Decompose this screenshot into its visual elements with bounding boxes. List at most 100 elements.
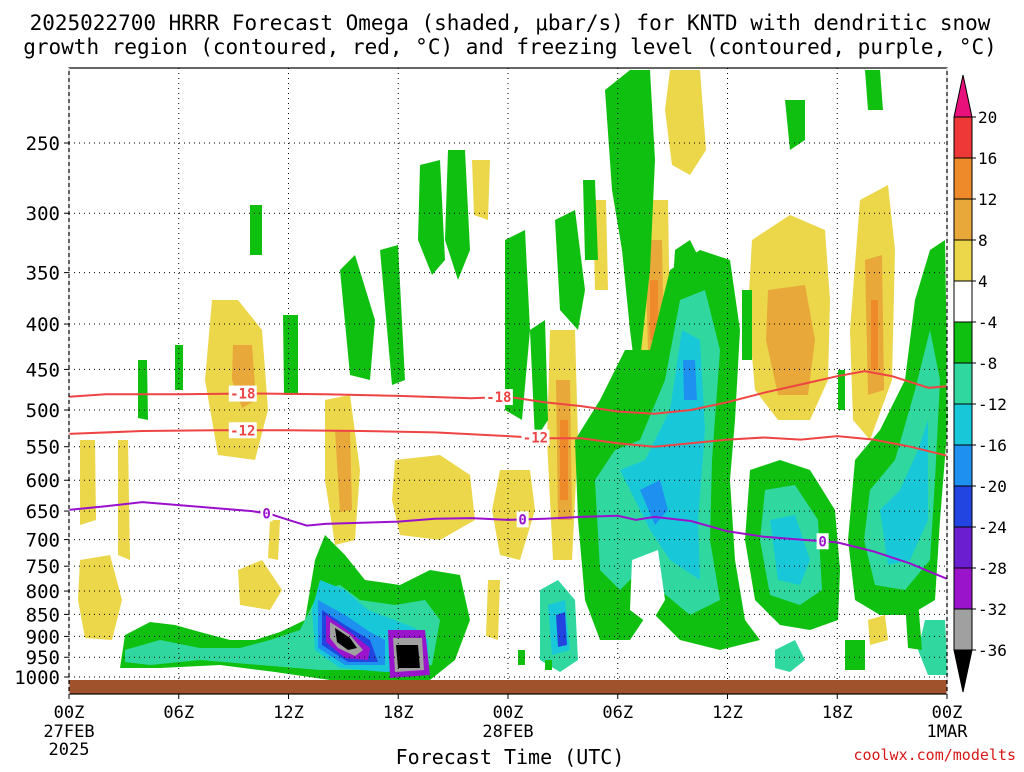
- x-tick-label: 12Z: [273, 703, 304, 723]
- omega-down-region: [880, 420, 928, 565]
- contour-label-bg: [228, 422, 257, 439]
- omega-shading: [78, 70, 948, 680]
- omega-down-region: [175, 345, 183, 390]
- omega-down-region: [683, 360, 697, 400]
- colorbar-label: -24: [978, 518, 1007, 537]
- colorbar: 20 16 12 8 4 -4 -8 -12 -16 -20 -24 -28 -32 -36: [953, 74, 1007, 693]
- y-tick-label: 350: [26, 263, 60, 285]
- contour-label-bg: [260, 505, 273, 522]
- contour-layer: -18 -18 -12 -12 0 0 0: [68, 370, 948, 580]
- colorbar-label: -12: [978, 395, 1007, 414]
- colorbar-label: 12: [978, 190, 997, 209]
- y-tick-label: 300: [26, 203, 60, 225]
- omega-down-region: [620, 330, 705, 580]
- contour-line: [68, 429, 948, 457]
- omega-up-region: [871, 300, 878, 370]
- x-tick-sublabel: 27FEB: [43, 722, 94, 742]
- colorbar-label: 8: [978, 231, 988, 250]
- colorbar-label: 16: [978, 149, 997, 168]
- omega-down-region: [918, 620, 948, 675]
- omega-up-region: [650, 280, 658, 340]
- y-tick-label: 500: [26, 400, 60, 422]
- omega-up-region: [868, 615, 888, 645]
- colorbar-bin: [953, 567, 973, 610]
- omega-up-region: [78, 555, 122, 640]
- colorbar-label: -32: [978, 600, 1007, 619]
- omega-up-region: [593, 200, 608, 290]
- colorbar-label: -16: [978, 436, 1007, 455]
- colorbar-label: -20: [978, 477, 1007, 496]
- contour-label: -12: [523, 431, 548, 447]
- colorbar-label: -4: [978, 313, 997, 332]
- omega-down-region: [380, 245, 405, 385]
- colorbar-label: -8: [978, 354, 997, 373]
- omega-down-region: [905, 600, 922, 650]
- y-tick-label: 550: [26, 437, 60, 459]
- omega-down-region: [283, 315, 298, 395]
- contour-label: 0: [818, 534, 826, 550]
- contour-label-bg: [484, 389, 513, 406]
- omega-down-region: [742, 290, 752, 360]
- omega-up-region: [486, 580, 500, 640]
- colorbar-label: 4: [978, 272, 988, 291]
- y-tick-label: 400: [26, 314, 60, 336]
- colorbar-bin: [953, 157, 973, 200]
- x-tick-sublabel: 2025: [49, 740, 90, 760]
- colorbar-bin: [953, 239, 973, 282]
- contour-label: 0: [518, 512, 526, 528]
- omega-down-region: [418, 160, 445, 275]
- omega-down-region: [138, 360, 148, 420]
- colorbar-label: 20: [978, 108, 997, 127]
- omega-down-region: [775, 640, 805, 672]
- omega-down-region: [445, 150, 470, 280]
- omega-up-region: [392, 455, 475, 540]
- omega-down-region: [845, 640, 865, 670]
- omega-down-region: [838, 370, 845, 410]
- omega-down-region: [505, 230, 530, 420]
- x-tick-label: 00Z: [932, 703, 963, 723]
- x-tick-label: 12Z: [712, 703, 743, 723]
- x-tick-label: 18Z: [383, 703, 414, 723]
- omega-up-region: [80, 440, 96, 525]
- y-tick-label: 450: [26, 359, 60, 381]
- omega-down-region: [770, 515, 810, 585]
- omega-down-region: [630, 550, 665, 625]
- contour-label: -18: [230, 387, 255, 403]
- credit-text: coolwx.com/modelts: [853, 746, 1016, 764]
- contour--18: -18 -18: [68, 370, 948, 415]
- x-tick-label: 00Z: [493, 703, 524, 723]
- colorbar-bin: [953, 608, 973, 651]
- omega-down-region: [545, 660, 552, 670]
- colorbar-label: -28: [978, 559, 1007, 578]
- omega-down-region: [335, 628, 357, 650]
- y-tick-label: 750: [26, 556, 60, 578]
- omega-up-region: [335, 430, 352, 512]
- y-tick-label: 850: [26, 604, 60, 626]
- chart-title-line-2: growth region (contoured, red, °C) and f…: [23, 35, 997, 59]
- colorbar-bin: [953, 485, 973, 528]
- omega-up-region: [766, 285, 815, 395]
- y-tick-label: 650: [26, 501, 60, 523]
- x-tick-label: 00Z: [54, 703, 85, 723]
- omega-down-region: [250, 205, 262, 255]
- omega-up-region: [492, 470, 535, 560]
- y-tick-label: 950: [26, 647, 60, 669]
- omega-up-region: [472, 160, 490, 220]
- omega-up-region: [665, 70, 706, 175]
- contour-label-bg: [228, 385, 257, 402]
- colorbar-bin: [953, 321, 973, 364]
- colorbar-bin: [953, 649, 973, 693]
- colorbar-bin: [953, 444, 973, 487]
- omega-up-region: [238, 560, 282, 610]
- y-tick-label: 800: [26, 581, 60, 603]
- contour-label: 0: [262, 506, 270, 522]
- colorbar-bin: [953, 362, 973, 405]
- x-axis-label: Forecast Time (UTC): [396, 745, 625, 768]
- omega-down-region: [785, 100, 805, 150]
- y-tick-label: 600: [26, 470, 60, 492]
- colorbar-bin: [953, 280, 973, 323]
- y-tick-label: 900: [26, 626, 60, 648]
- contour-label: -12: [230, 423, 255, 439]
